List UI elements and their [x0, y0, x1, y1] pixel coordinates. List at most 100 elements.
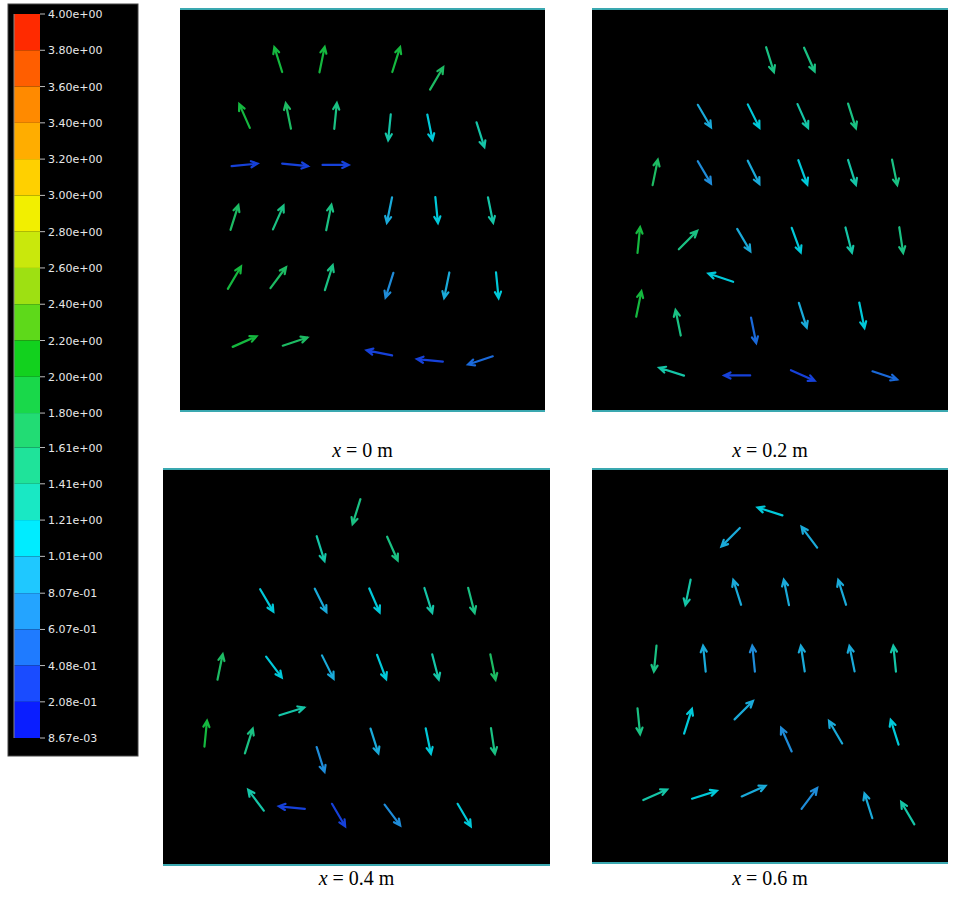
vector-panel [180, 8, 545, 412]
velocity-vector [270, 267, 286, 288]
colorbar-background [8, 4, 138, 756]
velocity-vector [385, 805, 401, 826]
velocity-vector [426, 728, 433, 753]
panel-title: x = 0.2 m [731, 439, 808, 461]
velocity-vector [319, 47, 326, 72]
colorbar-tick [40, 304, 45, 305]
velocity-vector [427, 115, 434, 140]
velocity-vector [367, 349, 392, 356]
panel-frame [592, 862, 948, 864]
velocity-vector [326, 205, 333, 230]
panel-frame [180, 8, 545, 10]
colorbar-tick [40, 447, 45, 448]
colorbar-tick [40, 556, 45, 557]
panel-title-variable: x [731, 867, 741, 889]
velocity-vector [724, 372, 750, 378]
velocity-vector [322, 655, 334, 678]
velocity-vector [636, 708, 642, 734]
velocity-vector [798, 160, 808, 184]
velocity-vector [317, 747, 326, 772]
panel-title-rest: = 0.4 m [328, 867, 395, 889]
velocity-vector [323, 162, 349, 168]
panel-background [592, 8, 948, 412]
colorbar-tick-label: 2.00e+00 [48, 371, 102, 384]
panel-background [163, 468, 550, 866]
colorbar-tick-label: 2.20e+00 [48, 335, 102, 348]
velocity-vector [279, 706, 304, 715]
velocity-vector [848, 646, 855, 671]
panel-title-rest: = 0 m [341, 439, 393, 461]
velocity-vector [708, 273, 733, 282]
colorbar-tick-label: 2.08e-01 [48, 696, 97, 709]
velocity-vector [332, 804, 345, 826]
velocity-vector [798, 104, 809, 128]
colorbar-tick-label: 1.41e+00 [48, 478, 102, 491]
velocity-vector [721, 528, 739, 546]
colorbar-band [14, 593, 40, 629]
velocity-vector [892, 160, 899, 185]
colorbar-band [14, 87, 40, 123]
colorbar-tick [40, 629, 45, 630]
velocity-vector [799, 303, 808, 328]
colorbar-tick-label: 1.21e+00 [48, 514, 102, 527]
colorbar-tick-label: 4.00e+00 [48, 8, 102, 21]
vector-panel [163, 468, 550, 866]
panel-title-variable: x [318, 867, 328, 889]
velocity-vector [248, 790, 264, 811]
velocity-vector [653, 160, 660, 185]
velocity-vector [245, 729, 254, 754]
colorbar-tick-label: 3.00e+00 [48, 189, 102, 202]
velocity-vector [659, 367, 684, 376]
colorbar-tick [40, 520, 45, 521]
colorbar-tick [40, 665, 45, 666]
vectors [203, 499, 497, 826]
colorbar-tick [40, 231, 45, 232]
panel-background [592, 468, 948, 864]
panel-title-variable: x [731, 439, 741, 461]
velocity-vector [386, 114, 392, 140]
colorbar-tick [40, 159, 45, 160]
velocity-vector [766, 47, 775, 72]
colorbar-tick-label: 1.80e+00 [48, 407, 102, 420]
velocity-vector [283, 337, 308, 346]
colorbar-tick [40, 340, 45, 341]
colorbar-tick-label: 8.67e-03 [48, 732, 97, 745]
colorbar-tick-label: 6.07e-01 [48, 623, 97, 636]
colorbar-tick [40, 413, 45, 414]
colorbar-tick-label: 2.80e+00 [48, 226, 102, 239]
velocity-vector [434, 197, 440, 223]
velocity-vector [387, 537, 398, 561]
velocity-vector [424, 588, 433, 613]
velocity-vector [837, 580, 846, 605]
colorbar-tick-label: 2.60e+00 [48, 262, 102, 275]
vectors [228, 47, 501, 366]
colorbar-band [14, 666, 40, 702]
velocity-vector [792, 228, 802, 252]
colorbar-tick-label: 1.61e+00 [48, 442, 102, 455]
figure: 4.00e+003.80e+003.60e+003.40e+003.20e+00… [0, 0, 954, 899]
velocity-vector [417, 357, 443, 363]
velocity-vector [430, 67, 443, 89]
panel-title: x = 0.6 m [731, 867, 808, 889]
colorbar-band [14, 304, 40, 340]
panel-title-variable: x [331, 439, 341, 461]
velocity-vector [273, 47, 282, 72]
colorbar-tick-label: 3.40e+00 [48, 117, 102, 130]
velocity-vector [385, 273, 394, 298]
velocity-vector [377, 655, 387, 679]
velocity-vector [679, 231, 697, 249]
colorbar-tick [40, 267, 45, 268]
velocity-vector [735, 701, 753, 719]
velocity-vector [684, 580, 691, 605]
velocity-vector [477, 122, 486, 147]
velocity-vector [802, 788, 818, 809]
colorbar-tick-label: 1.01e+00 [48, 550, 102, 563]
colorbar-tick [40, 122, 45, 123]
velocity-vector [692, 790, 717, 799]
velocity-vector [392, 47, 401, 72]
velocity-vector [369, 588, 380, 612]
panel-title: x = 0 m [331, 439, 393, 461]
velocity-vector [203, 721, 209, 747]
colorbar-tick-label: 3.80e+00 [48, 44, 102, 57]
panel-background [180, 8, 545, 412]
